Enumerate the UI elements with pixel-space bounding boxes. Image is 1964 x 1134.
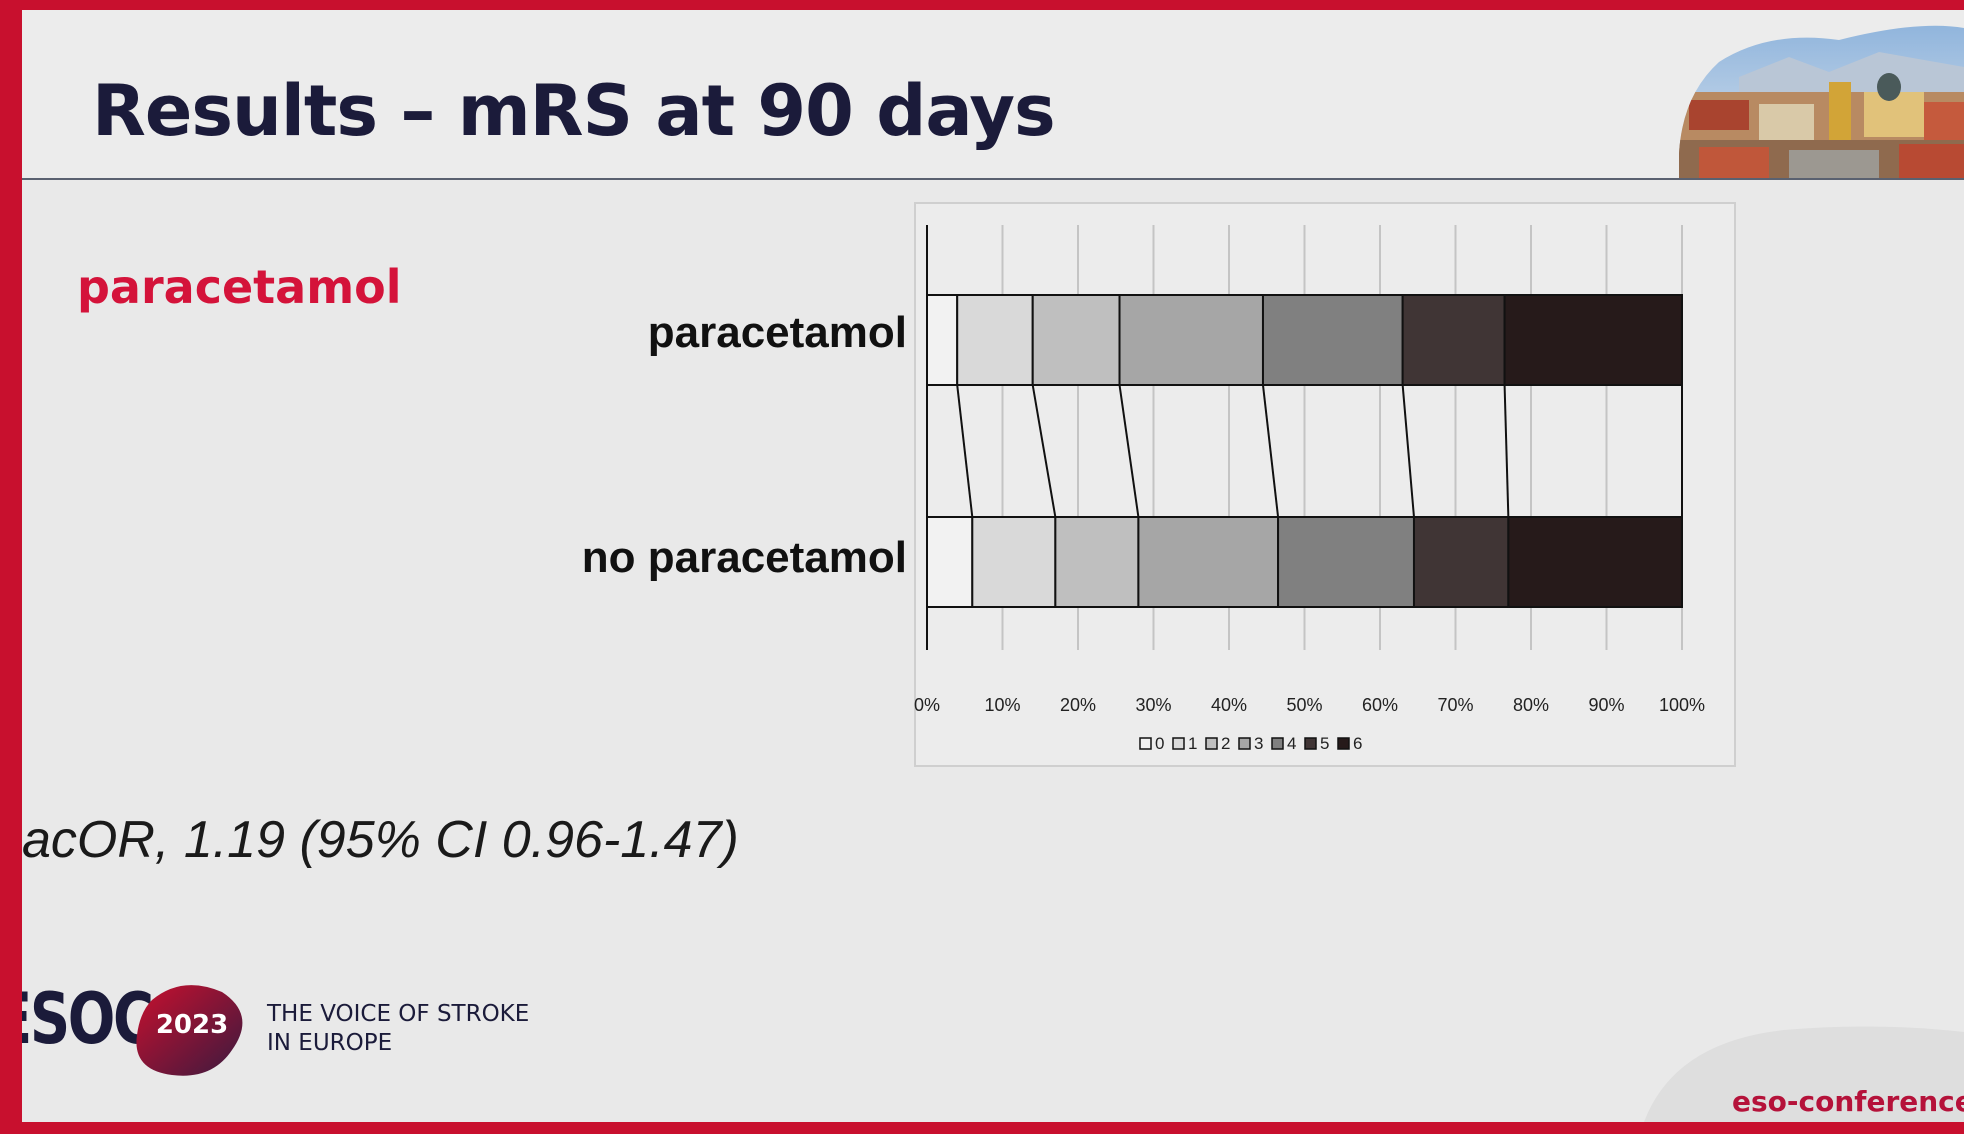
footer-url[interactable]: eso-conference — [1732, 1085, 1964, 1118]
connector-line — [1261, 384, 1280, 518]
x-tick-label: 50% — [1286, 695, 1322, 715]
legend-swatch — [1172, 737, 1185, 750]
tagline-line-1: THE VOICE OF STROKE — [267, 1001, 530, 1027]
legend-label: 2 — [1221, 734, 1230, 753]
bar-segment-mrs-4 — [1261, 294, 1404, 386]
x-tick-label: 80% — [1513, 695, 1549, 715]
x-tick-label: 40% — [1211, 695, 1247, 715]
slide-title: Results – mRS at 90 days — [92, 70, 1056, 152]
bar-segment-mrs-3 — [1137, 516, 1280, 608]
footer-curve — [1644, 1026, 1964, 1122]
x-tick-label: 60% — [1362, 695, 1398, 715]
legend-label: 1 — [1188, 734, 1197, 753]
connector-line — [1118, 384, 1140, 518]
x-tick-label: 70% — [1437, 695, 1473, 715]
connector-line — [1031, 384, 1057, 518]
legend-swatch — [1337, 737, 1350, 750]
legend-swatch — [1139, 737, 1152, 750]
bar-segment-mrs-3 — [1118, 294, 1264, 386]
mrs-stacked-bar-chart: paracetamol no paracetamol 0% 10% 20% 30% 40… — [582, 202, 1736, 767]
esoc-logo-text: ESOC — [22, 978, 154, 1060]
bar-segment-mrs-4 — [1277, 516, 1415, 608]
x-tick-label: 0% — [914, 695, 940, 715]
bar-segment-mrs-2 — [1031, 294, 1121, 386]
legend: 0 1 2 3 4 5 6 — [1139, 734, 1362, 753]
connector-line — [1401, 384, 1415, 518]
bar-segment-mrs-5 — [1401, 294, 1506, 386]
legend-label: 0 — [1155, 734, 1164, 753]
tagline-line-2: IN EUROPE — [267, 1030, 393, 1056]
bar-segment-mrs-0 — [926, 294, 959, 386]
header-band — [22, 10, 1964, 180]
logo-blob-icon — [136, 985, 243, 1076]
category-label: paracetamol — [648, 308, 907, 357]
city-photo-image — [1679, 25, 1964, 178]
connector-line — [956, 384, 974, 518]
bar-segment-mrs-6 — [1507, 516, 1683, 608]
odds-ratio-text: acOR, 1.19 (95% CI 0.96-1.47) — [22, 811, 739, 869]
legend-label: 3 — [1254, 734, 1263, 753]
bar-connectors — [956, 384, 1683, 518]
x-tick-label: 90% — [1588, 695, 1624, 715]
legend-label: 5 — [1320, 734, 1329, 753]
category-label: no paracetamol — [582, 533, 907, 582]
chart-frame — [914, 202, 1736, 767]
legend-swatch — [1304, 737, 1317, 750]
x-tick-label: 100% — [1659, 695, 1705, 715]
x-tick-labels: 0% 10% 20% 30% 40% 50% 60% 70% 80% 90% 100% — [914, 695, 1705, 715]
legend-swatch — [1271, 737, 1284, 750]
x-tick-label: 20% — [1060, 695, 1096, 715]
legend-label: 4 — [1287, 734, 1296, 753]
tagline: THE VOICE OF STROKE IN EUROPE — [267, 1000, 529, 1058]
legend-label: 6 — [1353, 734, 1362, 753]
connector-line — [1503, 384, 1510, 518]
logo-year: 2023 — [155, 1010, 229, 1040]
section-label: paracetamol — [77, 260, 402, 314]
bars — [926, 294, 1683, 608]
slide: Results – mRS at 90 days paracetamol acO… — [22, 10, 1964, 1122]
bar-segment-mrs-1 — [956, 294, 1034, 386]
x-tick-label: 30% — [1135, 695, 1171, 715]
bar-segment-mrs-2 — [1054, 516, 1140, 608]
bar-segment-mrs-1 — [971, 516, 1057, 608]
bar-segment-mrs-5 — [1412, 516, 1510, 608]
legend-swatch — [1205, 737, 1218, 750]
legend-swatch — [1238, 737, 1251, 750]
x-tick-label: 10% — [984, 695, 1020, 715]
bar-segment-mrs-6 — [1503, 294, 1683, 386]
bar-segment-mrs-0 — [926, 516, 974, 608]
